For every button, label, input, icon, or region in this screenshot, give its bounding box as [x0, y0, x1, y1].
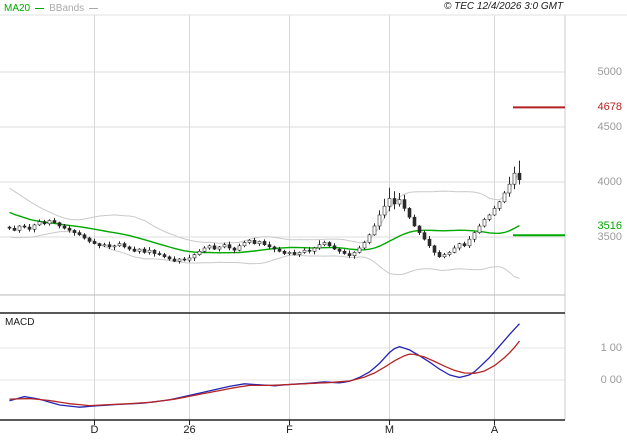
ma20-line-sample-icon: [35, 8, 45, 9]
legend-bbands-label: BBands: [49, 2, 85, 14]
bollinger-upper-line: [9, 172, 520, 244]
chart-legend: MA20 BBands: [4, 2, 99, 14]
bbands-line-sample-icon: [89, 8, 99, 9]
macd-panel-label: MACD: [5, 317, 35, 328]
candlestick-series: [7, 160, 522, 264]
macd-axis-label: 0 00: [600, 374, 622, 386]
price-axis-label: 4500: [597, 121, 622, 133]
price-level-label: 4678: [597, 101, 622, 113]
price-axis-label: 5000: [597, 66, 622, 78]
price-axis-label: 4000: [597, 176, 622, 188]
macd-signal-line: [9, 340, 521, 407]
x-axis-label: M: [384, 424, 395, 436]
legend-ma20-label: MA20: [4, 2, 31, 14]
price-level-label: 3516: [597, 220, 622, 232]
x-axis-label: D: [90, 424, 99, 436]
x-axis-label: A: [490, 424, 499, 436]
macd-axis-label: 1 00: [600, 342, 622, 354]
ma20-line: [9, 211, 520, 254]
x-axis-label: 26: [183, 424, 196, 436]
copyright-text: © TEC 12/4/2026 3:0 GMT: [444, 1, 564, 12]
grid-layer: [0, 14, 627, 420]
x-axis-label: F: [286, 424, 293, 436]
price-axis-label: 3500: [597, 231, 622, 243]
